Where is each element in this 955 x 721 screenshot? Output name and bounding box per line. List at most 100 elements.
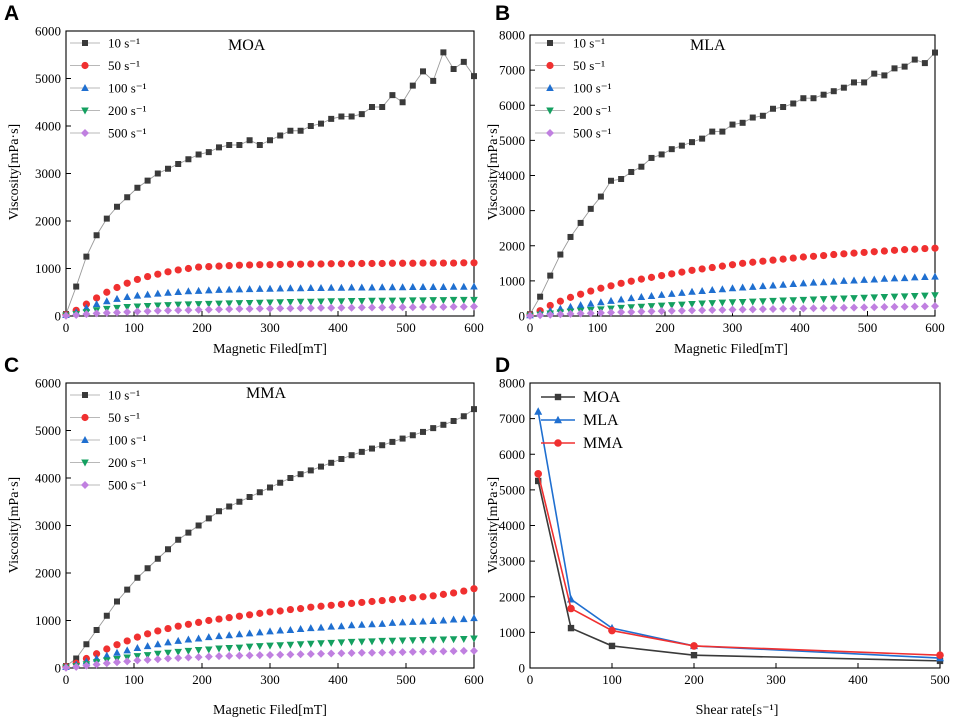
data-point-s10 — [921, 60, 928, 67]
data-point-s100 — [82, 303, 91, 311]
data-point-s10 — [369, 445, 375, 452]
data-point-s500 — [102, 659, 111, 668]
data-point-s200 — [256, 299, 264, 307]
data-point-s500 — [123, 657, 132, 666]
data-point-s500 — [143, 307, 152, 316]
data-point-s100 — [840, 276, 848, 284]
data-point-s500 — [419, 647, 427, 656]
data-point-s200 — [286, 641, 295, 649]
data-point-s200 — [347, 298, 356, 306]
data-point-s100 — [460, 615, 468, 623]
data-point-s500 — [398, 303, 407, 312]
data-point-s10 — [134, 574, 141, 581]
data-point-s50 — [113, 283, 121, 292]
series-line-moa — [537, 480, 941, 662]
data-point-s10 — [577, 219, 584, 226]
data-point-s500 — [235, 651, 244, 660]
data-point-s10 — [851, 79, 857, 86]
data-point-s10 — [547, 272, 554, 279]
panel-a-ylabel: Viscosity[mPa·s] — [7, 124, 22, 220]
data-point-s10 — [891, 65, 898, 72]
data-point-s100 — [470, 614, 478, 622]
data-point-s200 — [439, 636, 448, 644]
data-point-s500 — [92, 660, 101, 669]
data-point-s50 — [388, 596, 396, 604]
data-point-s50 — [799, 253, 807, 261]
data-point-s200 — [113, 304, 121, 312]
data-point-s100 — [174, 288, 182, 296]
data-point-s50 — [93, 650, 101, 658]
data-point-s200 — [154, 650, 162, 658]
panel-d-xlabel: Shear rate[s⁻¹] — [696, 703, 779, 718]
data-point-s50 — [184, 264, 192, 273]
data-point-s500 — [194, 653, 203, 662]
x-tick-label: 100 — [588, 320, 608, 335]
data-point-s50 — [911, 245, 919, 253]
data-point-s200 — [225, 645, 233, 653]
legend-marker-s500 — [81, 481, 89, 489]
data-point-s50 — [668, 270, 676, 278]
data-point-s10 — [399, 99, 406, 106]
data-point-s50 — [708, 263, 716, 272]
data-point-s100 — [409, 283, 417, 291]
data-point-s50 — [450, 589, 458, 597]
x-tick-label: 300 — [260, 320, 280, 335]
data-point-s10 — [471, 73, 477, 80]
data-point-s10 — [369, 104, 375, 110]
data-point-s10 — [638, 163, 645, 170]
data-point-s50 — [688, 266, 696, 274]
y-tick-label: 1000 — [499, 625, 525, 640]
data-point-s200 — [931, 292, 939, 300]
data-point-s50 — [587, 287, 595, 295]
legend-label: 10 s⁻¹ — [108, 36, 140, 51]
data-point-s500 — [769, 304, 777, 313]
data-point-s200 — [698, 300, 706, 308]
panel-d-ylabel: Viscosity[mPa·s] — [486, 477, 501, 573]
x-tick-label: 100 — [602, 672, 622, 687]
data-point-s50 — [276, 260, 284, 269]
data-point-s200 — [910, 292, 919, 300]
data-point-s50 — [123, 279, 131, 287]
data-point-s50 — [358, 598, 366, 607]
data-point-moa — [535, 477, 542, 485]
data-point-s500 — [890, 302, 899, 311]
y-tick-label: 0 — [55, 309, 62, 324]
data-point-s100 — [154, 640, 162, 648]
data-point-s10 — [557, 251, 564, 258]
data-point-s100 — [398, 618, 407, 626]
data-point-s500 — [789, 304, 798, 313]
y-tick-label: 8000 — [499, 28, 525, 43]
data-point-s50 — [133, 633, 141, 641]
data-point-s200 — [627, 304, 636, 312]
data-point-s200 — [123, 303, 131, 311]
data-point-s500 — [398, 648, 407, 657]
data-point-s500 — [164, 654, 172, 663]
data-point-s500 — [245, 651, 254, 660]
data-point-s100 — [245, 629, 254, 637]
x-tick-label: 100 — [124, 672, 144, 687]
data-point-s500 — [419, 302, 427, 311]
data-point-s10 — [430, 425, 437, 432]
data-point-s10 — [440, 421, 447, 428]
y-tick-label: 4000 — [499, 168, 525, 183]
data-point-s100 — [215, 632, 223, 640]
data-point-s50 — [276, 607, 284, 615]
data-point-s500 — [748, 305, 757, 314]
data-point-s50 — [123, 637, 131, 645]
data-point-s500 — [113, 658, 121, 667]
data-point-s100 — [449, 282, 458, 290]
data-point-s500 — [839, 303, 848, 312]
data-point-s50 — [144, 630, 152, 638]
data-point-s50 — [921, 244, 929, 253]
x-tick-label: 600 — [925, 320, 945, 335]
y-tick-label: 0 — [519, 309, 526, 324]
x-tick-label: 100 — [124, 320, 144, 335]
legend-label: 10 s⁻¹ — [108, 388, 140, 403]
data-point-s10 — [297, 471, 304, 478]
data-point-s50 — [103, 288, 111, 296]
data-point-s50 — [617, 279, 625, 287]
data-point-s50 — [850, 249, 858, 257]
data-point-s50 — [154, 270, 162, 278]
data-point-s10 — [759, 112, 766, 119]
data-point-s50 — [728, 261, 737, 269]
